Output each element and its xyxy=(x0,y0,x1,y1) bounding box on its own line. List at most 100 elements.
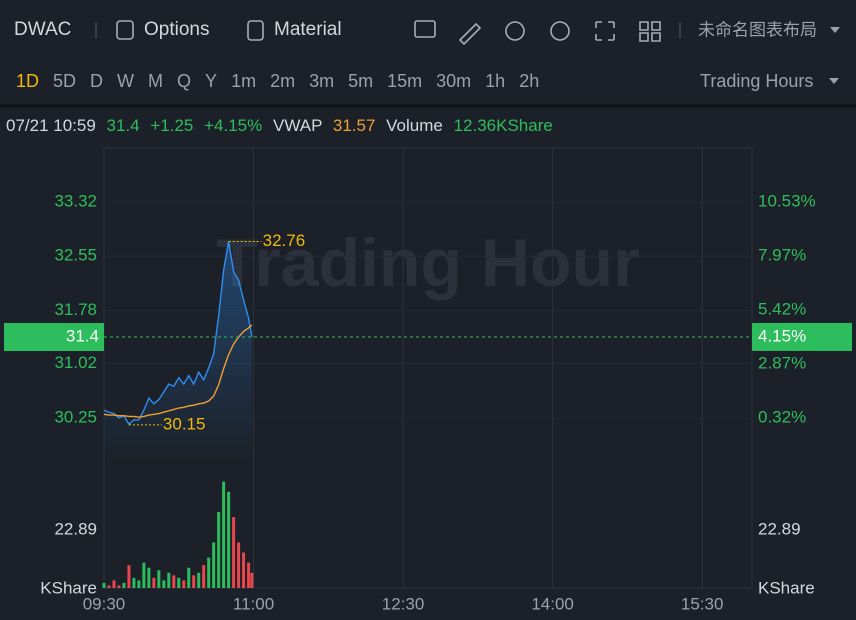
y-tick-label: 32.55 xyxy=(54,246,97,265)
settings-icon[interactable] xyxy=(550,21,570,41)
volume-bar xyxy=(237,542,241,588)
volume-tick-label: 22.89 xyxy=(758,520,801,539)
x-tick-label: 09:30 xyxy=(83,594,126,613)
timeframe-button[interactable]: Q xyxy=(177,71,191,91)
volume-bar xyxy=(222,481,226,588)
info-change: +1.25 xyxy=(150,116,193,135)
timeframe-button[interactable]: 30m xyxy=(436,71,471,91)
volume-unit: KShare xyxy=(758,578,815,597)
y2-tick-label: 5.42% xyxy=(758,300,806,319)
info-line: 07/21 10:59 31.4 +1.25 +4.15% VWAP 31.57… xyxy=(6,116,553,135)
timeframe-button[interactable]: 5D xyxy=(53,71,76,91)
timeframe-button[interactable]: Y xyxy=(205,71,217,91)
timeframe-button[interactable]: D xyxy=(90,71,103,91)
annotation-label: 30.15 xyxy=(163,414,206,433)
material-button[interactable]: Material xyxy=(274,19,342,40)
timeframe-button[interactable]: 2h xyxy=(519,71,539,91)
y-tick-label: 33.32 xyxy=(54,192,97,211)
volume-bar xyxy=(137,580,141,588)
watermark: Trading Hour xyxy=(216,225,639,301)
volume-bar xyxy=(102,582,106,588)
timeframe-button[interactable]: 1m xyxy=(231,71,256,91)
volume-bar xyxy=(107,585,111,588)
last-pct-label: 4.15% xyxy=(758,326,806,345)
session-select[interactable]: Trading Hours xyxy=(700,71,813,91)
price-area xyxy=(104,241,252,460)
draw-icon[interactable] xyxy=(458,22,482,46)
info-price: 31.4 xyxy=(107,116,140,135)
timeframe-button[interactable]: W xyxy=(117,71,134,91)
vwap-line xyxy=(103,324,253,418)
volume-bar xyxy=(172,575,176,588)
volume-bar xyxy=(127,565,131,588)
timeframe-button[interactable]: 2m xyxy=(270,71,295,91)
volume-bar xyxy=(192,575,196,588)
info-vwap: 31.57 xyxy=(333,116,376,135)
y2-tick-label: 2.87% xyxy=(758,354,806,373)
y2-tick-label: 10.53% xyxy=(758,191,816,210)
x-tick-label: 11:00 xyxy=(233,594,274,613)
y-tick-label: 30.25 xyxy=(54,407,97,426)
info-vwap-label: VWAP xyxy=(273,116,322,135)
timeframe-button[interactable]: 5m xyxy=(348,71,373,91)
layout-icon[interactable] xyxy=(639,21,661,42)
volume-bar xyxy=(250,572,254,588)
timeframes: 1D 5D D W M Q Y 1m 2m 3m 5m 15m 30m 1h 2h xyxy=(16,71,539,91)
volume-bar xyxy=(197,572,201,588)
y-tick-label: 31.02 xyxy=(54,353,97,372)
layout-name[interactable]: 未命名图表布局 xyxy=(698,20,817,39)
volume-bar xyxy=(142,562,146,588)
timeframe-button[interactable]: 15m xyxy=(387,71,422,91)
info-volume-label: Volume xyxy=(386,116,443,135)
volume-bar xyxy=(227,491,231,588)
symbol[interactable]: DWAC xyxy=(14,19,71,40)
volume-bar xyxy=(117,585,121,588)
volume-bar xyxy=(187,567,191,588)
info-time: 07/21 10:59 xyxy=(6,116,96,135)
volume-bar xyxy=(152,577,156,588)
volume-bar xyxy=(247,562,251,588)
dropdown-arrow[interactable] xyxy=(830,27,840,33)
last-pct-badge xyxy=(752,322,852,351)
volume-bar xyxy=(217,512,221,588)
volume-bar xyxy=(202,565,206,588)
plot-frame xyxy=(103,147,753,589)
volume-bar xyxy=(157,570,161,588)
volume-bar xyxy=(147,567,151,588)
annotation-label: 32.76 xyxy=(263,231,306,250)
y-tick-label: 31.78 xyxy=(54,300,97,319)
volume-bar xyxy=(232,517,236,588)
volume-bar xyxy=(207,557,211,588)
x-tick-label: 14:00 xyxy=(531,594,574,613)
y2-tick-label: 0.32% xyxy=(758,408,806,427)
last-price-badge xyxy=(4,323,104,352)
volume-bar xyxy=(177,577,181,588)
material-icon[interactable] xyxy=(247,20,264,41)
info-volume: 12.36KShare xyxy=(454,116,553,135)
x-tick-label: 15:30 xyxy=(681,594,724,613)
timeframe-button[interactable]: M xyxy=(148,71,163,91)
options-button[interactable]: Options xyxy=(144,19,209,40)
timeframe-button[interactable]: 1h xyxy=(485,71,505,91)
volume-unit: KShare xyxy=(40,578,97,597)
volume-bar xyxy=(162,580,166,588)
plot: 09:30 11:00 12:30 14:00 15:30 33.32 32.55 31.78… xyxy=(4,148,852,613)
price-line xyxy=(103,241,253,426)
timeframe-button[interactable]: 3m xyxy=(309,71,334,91)
volume-bar xyxy=(112,580,116,588)
dropdown-arrow[interactable] xyxy=(829,78,839,84)
options-icon[interactable] xyxy=(116,20,134,40)
last-price-label: 31.4 xyxy=(66,327,99,346)
reset-icon[interactable] xyxy=(505,21,525,41)
timeframe-button[interactable]: 1D xyxy=(16,71,39,91)
x-tick-label: 12:30 xyxy=(382,594,425,613)
fullscreen-icon[interactable] xyxy=(595,21,615,41)
volume-bar xyxy=(242,552,246,588)
y2-tick-label: 7.97% xyxy=(758,246,806,265)
volume-tick-label: 22.89 xyxy=(54,520,97,539)
indicator-icon[interactable] xyxy=(414,20,436,38)
volume-bar xyxy=(182,580,186,588)
volume-bar xyxy=(212,542,216,588)
